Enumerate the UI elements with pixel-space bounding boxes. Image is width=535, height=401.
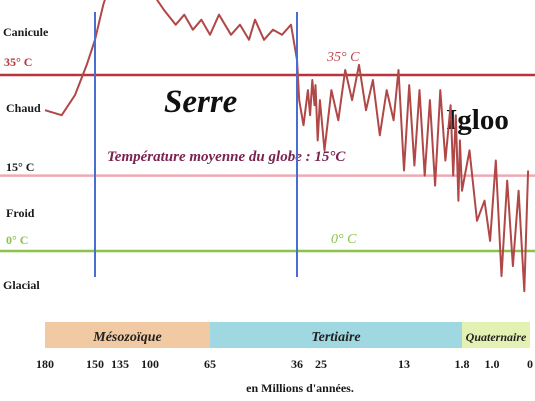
phase-boundaries [94,12,298,277]
x-tick-label-3: 100 [141,357,159,371]
era-label-2: Quaternaire [466,330,527,344]
x-axis-ticks: 180 150 135 100 65 36 25 13 1.8 1.0 0 [36,357,533,371]
line-annotation-35: 35° C [326,50,360,65]
x-tick-label-8: 1.8 [455,357,470,371]
zone-label-chaud: Chaud [6,101,41,115]
ref-label-15: 15° C [6,160,34,174]
x-tick-label-5: 36 [291,357,303,371]
zone-label-canicule: Canicule [3,25,49,39]
x-tick-label-4: 65 [204,357,216,371]
era-label-1: Tertiaire [311,330,360,345]
era-band-2 [462,322,530,348]
phase-label-serre: Serre [164,84,237,120]
x-tick-label-7: 13 [398,357,410,371]
x-tick-label-1: 150 [86,357,104,371]
x-tick-label-10: 0 [527,357,533,371]
mean-temperature-label: Température moyenne du globe : 15°C [107,149,346,165]
ref-label-0: 0° C [6,233,28,247]
x-tick-label-2: 135 [111,357,129,371]
line-annotation-0: 0° C [331,232,357,247]
era-band-0 [45,322,210,348]
zone-labels: Canicule Chaud Froid Glacial [3,25,49,292]
era-band-1 [210,322,462,348]
ref-label-35: 35° C [4,55,32,69]
reference-lines [0,73,535,253]
x-tick-label-0: 180 [36,357,54,371]
era-label-0: Mésozoïque [92,330,161,345]
x-tick-label-9: 1.0 [485,357,500,371]
temperature-series-line [44,0,530,293]
era-bar: Mésozoïque Tertiaire Quaternaire [45,322,530,348]
x-axis-label: en Millions d'années. [246,381,354,395]
x-tick-label-6: 25 [315,357,327,371]
zone-label-glacial: Glacial [3,278,40,292]
zone-label-froid: Froid [6,206,35,220]
